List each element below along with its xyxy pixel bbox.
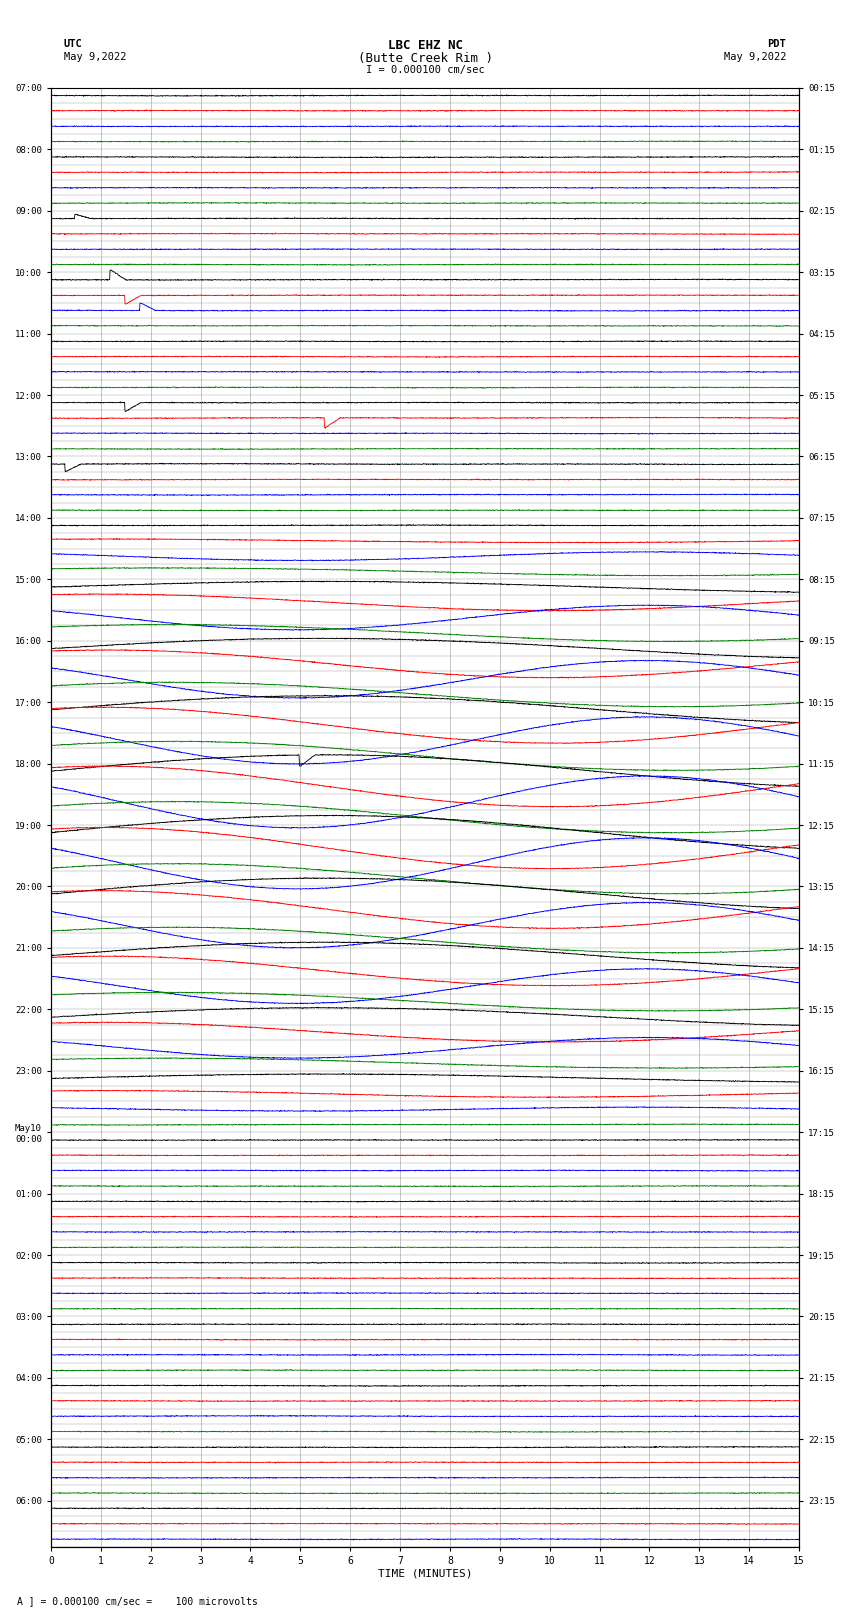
Text: A ] = 0.000100 cm/sec =    100 microvolts: A ] = 0.000100 cm/sec = 100 microvolts <box>17 1597 258 1607</box>
Text: PDT: PDT <box>768 39 786 48</box>
Text: LBC EHZ NC: LBC EHZ NC <box>388 39 462 52</box>
Text: May 9,2022: May 9,2022 <box>64 52 127 61</box>
Text: I = 0.000100 cm/sec: I = 0.000100 cm/sec <box>366 65 484 74</box>
Text: (Butte Creek Rim ): (Butte Creek Rim ) <box>358 52 492 65</box>
Text: UTC: UTC <box>64 39 82 48</box>
Text: May 9,2022: May 9,2022 <box>723 52 786 61</box>
X-axis label: TIME (MINUTES): TIME (MINUTES) <box>377 1569 473 1579</box>
